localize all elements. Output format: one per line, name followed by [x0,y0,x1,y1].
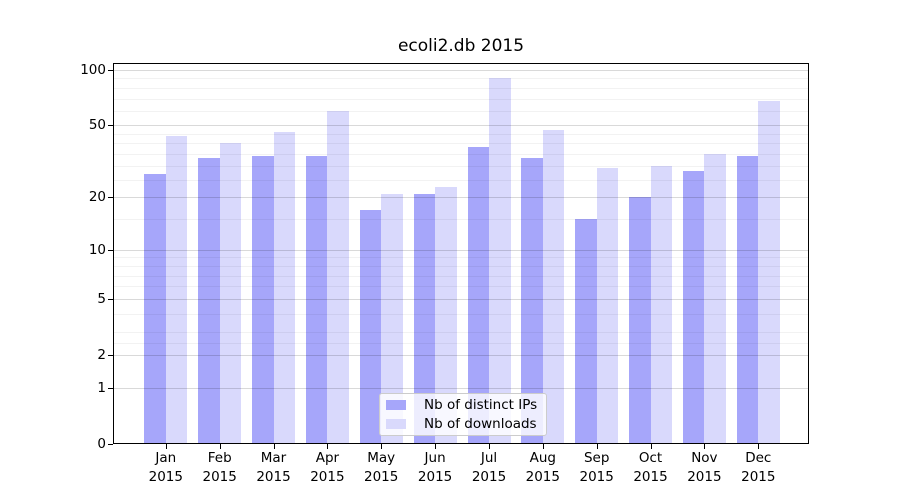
bar-nb-of-downloads-sep [596,168,619,444]
bar-nb-of-downloads-jun [435,186,457,444]
bar-nb-of-downloads-jan [165,135,188,444]
x-tick-label-jan: Jan 2015 [148,450,183,485]
y-tick-mark [108,444,113,445]
gridline-minor [114,257,808,259]
x-tick-mark [381,444,383,449]
gridline-major [114,298,808,300]
x-tick-mark [165,444,167,449]
bar-nb-of-downloads-nov [704,153,726,444]
x-tick-mark [327,444,329,449]
x-tick-mark [273,444,275,449]
gridline-major [114,387,808,389]
gridline-minor [114,78,808,80]
bar-nb-of-distinct-ips-jul [467,147,489,444]
bar-nb-of-distinct-ips-aug [521,158,543,444]
gridline-minor [114,219,808,221]
gridline-minor [114,180,808,181]
y-tick-mark [108,249,113,251]
bar-nb-of-distinct-ips-jan [144,174,166,444]
chart-title: ecoli2.db 2015 [397,36,525,56]
legend-entry-distinct-ips: Nb of distinct IPs [386,397,546,413]
gridline-minor [114,143,808,145]
legend-entry-downloads: Nb of downloads [386,416,546,432]
y-tick-mark [108,355,113,356]
y-tick-mark [108,387,113,389]
x-tick-mark [542,444,544,449]
x-tick-mark [758,444,760,449]
gridline-major [114,125,808,127]
gridline-minor [114,165,808,167]
bar-nb-of-downloads-oct [650,165,672,444]
bar-nb-of-distinct-ips-sep [575,219,597,444]
gridline-major [114,249,808,251]
gridline-minor [114,331,808,333]
x-tick-label-feb: Feb 2015 [202,450,237,485]
legend-label-distinct-ips: Nb of distinct IPs [424,397,538,413]
x-tick-label-jul: Jul 2015 [471,450,507,485]
gridline-major [114,355,808,356]
gridline-minor [114,265,808,267]
y-tick-label-20: 20 [88,189,106,206]
x-tick-label-oct: Oct 2015 [633,450,668,485]
gridline-minor [114,98,808,100]
bar-nb-of-downloads-aug [542,130,565,444]
bar-nb-of-distinct-ips-mar [252,155,274,444]
legend-swatch-distinct-ips [386,400,406,410]
bar-nb-of-downloads-dec [758,100,780,444]
legend-label-downloads: Nb of downloads [424,416,537,432]
x-tick-mark [596,444,598,449]
y-tick-mark [108,197,113,199]
x-tick-mark [650,444,652,449]
y-tick-mark [108,298,113,300]
x-tick-label-dec: Dec 2015 [741,450,776,485]
gridline-major [114,70,808,71]
x-tick-label-jun: Jun 2015 [417,450,453,485]
gridline-minor [114,342,808,344]
gridline-minor [114,275,808,277]
bar-nb-of-downloads-apr [327,110,349,444]
gridline-minor [114,313,808,315]
x-tick-label-may: May 2015 [364,450,399,485]
gridline-minor [114,87,808,89]
bar-nb-of-distinct-ips-jun [413,193,436,444]
x-tick-label-aug: Aug 2015 [525,450,560,485]
bar-nb-of-downloads-mar [273,132,295,444]
y-tick-mark [108,125,113,127]
x-tick-label-apr: Apr 2015 [310,450,345,485]
bar-nb-of-distinct-ips-apr [305,155,328,444]
y-tick-label-0: 0 [97,436,106,452]
y-tick-label-10: 10 [88,241,106,258]
bar-nb-of-distinct-ips-oct [629,197,651,444]
gridline-minor [114,153,808,155]
x-tick-mark [489,444,490,449]
gridline-minor [114,133,808,135]
y-tick-label-100: 100 [80,62,106,78]
legend-swatch-downloads [386,419,406,429]
bar-nb-of-distinct-ips-nov [682,171,705,444]
bar-nb-of-downloads-feb [219,143,242,444]
y-tick-mark [108,70,113,71]
bar-nb-of-distinct-ips-dec [736,155,759,444]
y-tick-label-50: 50 [88,117,106,134]
x-tick-mark [435,444,437,449]
bar-nb-of-distinct-ips-may [359,209,382,444]
gridline-major [114,197,808,199]
x-tick-mark [219,444,221,449]
gridline-minor [114,110,808,112]
x-tick-label-sep: Sep 2015 [579,450,614,485]
bar-nb-of-downloads-may [381,193,403,444]
y-tick-label-2: 2 [97,347,106,363]
x-tick-label-mar: Mar 2015 [256,450,291,485]
bar-nb-of-downloads-jul [489,77,511,444]
legend: Nb of distinct IPs Nb of downloads [379,393,547,436]
x-tick-label-nov: Nov 2015 [687,450,722,485]
y-tick-label-5: 5 [97,290,106,307]
x-tick-mark [704,444,706,449]
bar-nb-of-distinct-ips-feb [198,158,220,444]
y-tick-label-1: 1 [97,379,106,396]
gridline-minor [114,286,808,288]
